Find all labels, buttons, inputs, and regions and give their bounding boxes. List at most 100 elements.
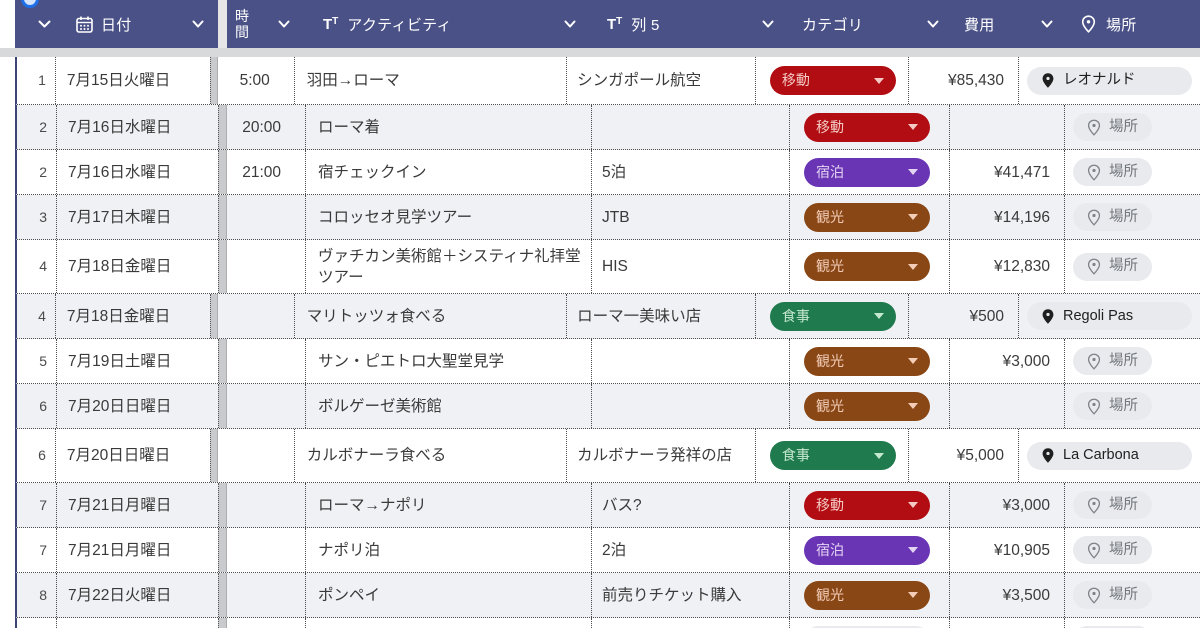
location-cell[interactable]: 場所 — [1065, 240, 1200, 293]
activity-cell[interactable]: コロッセオ見学ツアー — [306, 195, 592, 239]
time-cell[interactable]: 20:00 — [227, 105, 306, 149]
header-location-column[interactable]: 場所 — [1065, 0, 1200, 48]
location-cell[interactable]: 場所 — [1065, 573, 1200, 617]
row-number[interactable]: 4 — [17, 240, 57, 293]
category-badge[interactable]: 観光 — [804, 252, 930, 281]
col5-cell[interactable]: ローマ一美味い店 — [567, 294, 756, 338]
date-cell[interactable]: 7月20日日曜日 — [68, 397, 172, 415]
frozen-pane-divider[interactable] — [218, 0, 227, 48]
location-cell[interactable]: 場所 — [1065, 618, 1200, 628]
category-cell[interactable]: 宿泊 — [790, 150, 950, 194]
location-cell[interactable]: 場所 — [1065, 528, 1200, 572]
time-cell[interactable]: 21:00 — [227, 150, 306, 194]
date-cell[interactable]: 7月18日金曜日 — [68, 258, 172, 275]
cost-cell[interactable]: ¥500 — [909, 294, 1019, 338]
location-cell[interactable]: 場所 — [1065, 150, 1200, 194]
row-number[interactable] — [17, 618, 57, 628]
col5-cell[interactable] — [592, 618, 790, 628]
col5-cell[interactable] — [592, 105, 790, 149]
col5-cell[interactable]: シンガポール航空 — [567, 57, 756, 104]
category-cell[interactable]: 観光 — [790, 573, 950, 617]
location-chip[interactable]: Regoli Pas — [1027, 302, 1192, 330]
row-number[interactable]: 3 — [17, 195, 57, 239]
location-chip[interactable]: La Carbona — [1027, 441, 1192, 470]
header-time-column[interactable]: 時間 — [227, 0, 306, 48]
location-cell[interactable]: La Carbona — [1019, 429, 1200, 482]
category-badge[interactable]: 食事 — [769, 441, 896, 470]
cost-cell[interactable]: ¥41,471 — [950, 150, 1065, 194]
row-number[interactable]: 7 — [17, 483, 57, 527]
location-chip[interactable]: 場所 — [1073, 536, 1152, 564]
chevron-down-icon[interactable] — [927, 20, 939, 28]
activity-cell[interactable]: ナポリ泊 — [306, 528, 592, 572]
location-chip[interactable]: 場所 — [1073, 581, 1152, 609]
activity-cell[interactable]: ボルゲーゼ美術館 — [306, 384, 592, 428]
row-number[interactable]: 6 — [17, 384, 57, 428]
activity-cell[interactable] — [306, 618, 592, 628]
activity-cell[interactable]: ローマ→ナポリ — [306, 483, 592, 527]
location-chip[interactable]: 場所 — [1073, 392, 1152, 420]
date-cell[interactable]: 7月21日月曜日 — [68, 541, 172, 559]
cost-cell[interactable]: ¥5,000 — [909, 429, 1019, 482]
activity-cell[interactable]: ポンペイ — [306, 573, 592, 617]
time-cell[interactable] — [227, 483, 306, 527]
category-badge[interactable]: 観光 — [804, 580, 930, 610]
col5-cell[interactable]: JTB — [592, 195, 790, 239]
row-number[interactable]: 5 — [17, 339, 57, 383]
category-cell[interactable]: 観光 — [790, 339, 950, 383]
time-cell[interactable]: 5:00 — [218, 57, 295, 104]
row-number[interactable]: 2 — [17, 105, 57, 149]
date-cell[interactable]: 7月18日金曜日 — [66, 307, 171, 325]
cost-cell[interactable]: ¥3,000 — [950, 339, 1065, 383]
category-badge[interactable]: 移動 — [804, 490, 930, 520]
cost-cell[interactable]: ¥12,830 — [950, 240, 1065, 293]
location-cell[interactable]: 場所 — [1065, 105, 1200, 149]
activity-cell[interactable]: 羽田→ローマ — [295, 57, 568, 104]
cost-cell[interactable] — [950, 618, 1065, 628]
chevron-down-icon[interactable] — [192, 20, 204, 28]
chevron-down-icon[interactable] — [278, 20, 290, 28]
time-cell[interactable] — [227, 339, 306, 383]
date-cell[interactable]: 7月23日水曜日 — [57, 618, 218, 628]
cost-cell[interactable] — [950, 105, 1065, 149]
cost-cell[interactable]: ¥3,500 — [950, 573, 1065, 617]
chevron-down-icon[interactable] — [1041, 20, 1053, 28]
location-chip[interactable]: 場所 — [1073, 347, 1152, 375]
location-cell[interactable]: 場所 — [1065, 384, 1200, 428]
activity-cell[interactable]: カルボナーラ食べる — [295, 429, 568, 482]
row-number[interactable]: 6 — [17, 429, 56, 482]
category-badge[interactable]: 食事 — [769, 301, 896, 331]
date-cell[interactable]: 7月16日水曜日 — [68, 163, 172, 181]
date-cell[interactable]: 7月19日土曜日 — [68, 352, 172, 370]
row-number[interactable]: 1 — [17, 57, 56, 104]
time-cell[interactable] — [227, 618, 306, 628]
row-number[interactable]: 8 — [17, 573, 57, 617]
category-cell[interactable]: 移動 — [790, 483, 950, 527]
location-chip[interactable]: 場所 — [1073, 203, 1152, 231]
category-cell[interactable]: 食事 — [756, 294, 909, 338]
location-cell[interactable]: 場所 — [1065, 339, 1200, 383]
location-chip[interactable]: 場所 — [1073, 158, 1152, 186]
category-badge[interactable] — [804, 625, 930, 628]
category-badge[interactable]: 観光 — [804, 202, 930, 232]
activity-cell[interactable]: ヴァチカン美術館＋システィナ礼拝堂ツアー — [306, 240, 592, 293]
activity-cell[interactable]: 宿チェックイン — [306, 150, 592, 194]
activity-cell[interactable]: マリトッツォ食べる — [295, 294, 568, 338]
category-badge[interactable]: 宿泊 — [804, 535, 930, 565]
col5-cell[interactable]: 5泊 — [592, 150, 790, 194]
header-cost-column[interactable]: 費用 — [950, 0, 1065, 48]
location-chip[interactable]: 場所 — [1073, 491, 1152, 519]
col5-cell[interactable]: カルボナーラ発祥の店 — [567, 429, 756, 482]
location-cell[interactable]: 場所 — [1065, 483, 1200, 527]
cost-cell[interactable]: ¥3,000 — [950, 483, 1065, 527]
location-chip[interactable]: 場所 — [1073, 113, 1152, 141]
chevron-down-icon[interactable] — [38, 20, 51, 28]
col5-cell[interactable] — [592, 339, 790, 383]
header-category-column[interactable]: カテゴリ — [790, 0, 950, 48]
location-cell[interactable]: レオナルド — [1019, 57, 1200, 104]
row-number[interactable]: 4 — [17, 294, 56, 338]
date-cell[interactable]: 7月20日日曜日 — [66, 447, 171, 464]
category-cell[interactable]: 観光 — [790, 384, 950, 428]
col5-cell[interactable]: 2泊 — [592, 528, 790, 572]
